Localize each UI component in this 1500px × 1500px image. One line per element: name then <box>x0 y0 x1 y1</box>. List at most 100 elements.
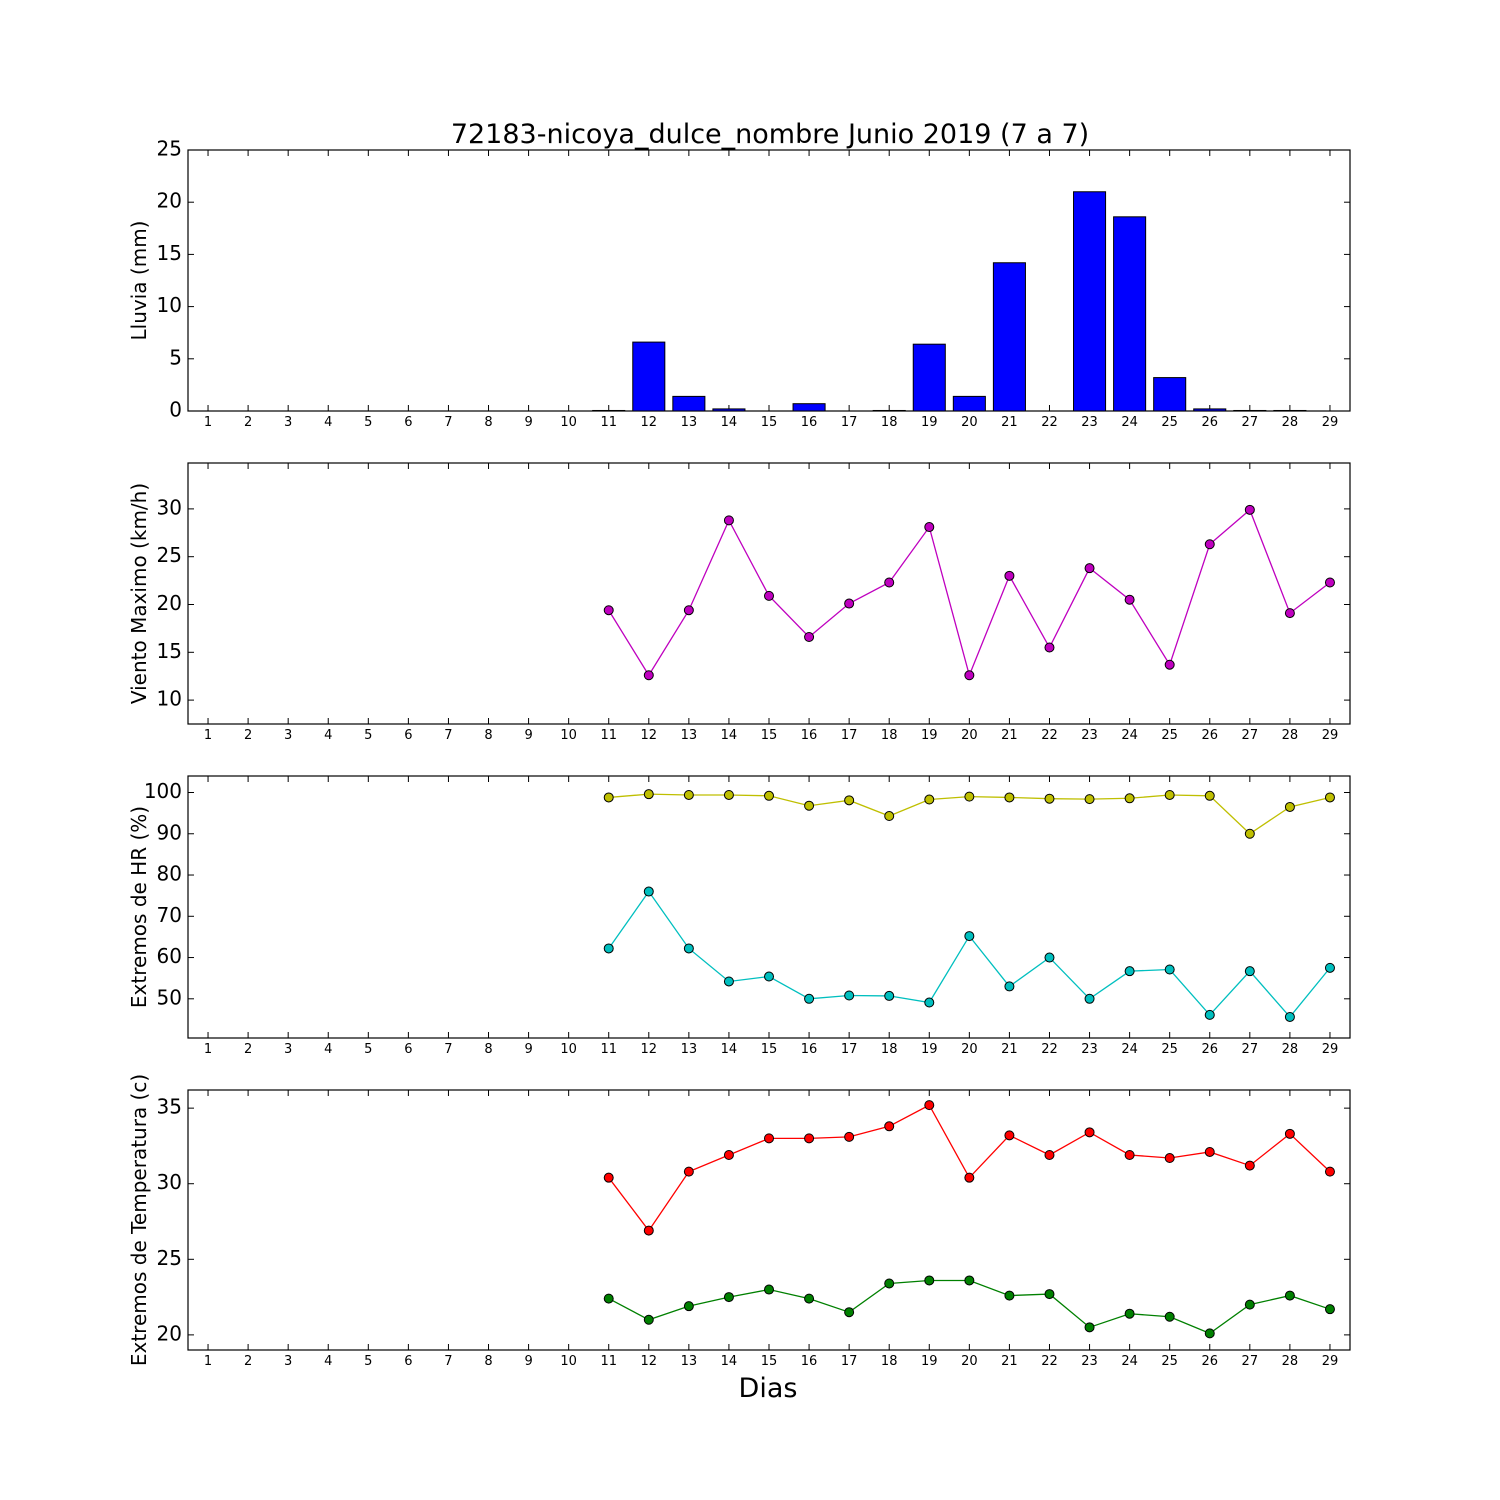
bar <box>1153 377 1187 412</box>
data-point <box>1244 828 1255 839</box>
y-axis-label: Lluvia (mm) <box>127 221 151 341</box>
data-point <box>1284 1290 1295 1301</box>
x-tick-label: 2 <box>244 415 252 430</box>
data-point <box>764 590 774 601</box>
y-tick-label: 25 <box>157 137 182 161</box>
x-tick-label: 25 <box>1161 1354 1178 1369</box>
x-tick-label: 3 <box>284 415 292 430</box>
data-point <box>1084 993 1095 1004</box>
chart-title: 72183-nicoya_dulce_nombre Junio 2019 (7 … <box>451 119 1089 150</box>
data-point <box>723 789 734 800</box>
x-tick-label: 23 <box>1081 1042 1098 1057</box>
series-line <box>608 890 1331 1018</box>
x-tick-label: 17 <box>841 728 858 743</box>
data-point <box>844 795 855 806</box>
data-point <box>1084 794 1095 805</box>
x-tick-label: 29 <box>1322 1042 1339 1057</box>
x-tick-label: 3 <box>284 1354 292 1369</box>
data-point <box>1004 570 1015 581</box>
y-tick-label: 35 <box>157 1095 182 1119</box>
x-tick-label: 18 <box>881 728 898 743</box>
y-tick-label: 0 <box>169 398 182 422</box>
data-point <box>1044 1150 1055 1160</box>
data-point <box>1324 1304 1335 1315</box>
y-tick-label: 80 <box>157 862 182 886</box>
y-tick-label: 10 <box>157 687 182 711</box>
x-tick-label: 11 <box>600 1354 617 1369</box>
x-tick-label: 29 <box>1322 728 1339 743</box>
x-tick-label: 19 <box>921 1354 938 1369</box>
x-tick-label: 19 <box>921 415 938 430</box>
data-point <box>603 605 614 616</box>
data-point <box>844 598 855 609</box>
data-point <box>884 1121 895 1132</box>
data-point <box>1084 563 1095 574</box>
x-tick-label: 29 <box>1322 415 1339 430</box>
bar <box>672 395 706 412</box>
data-point <box>1004 1130 1015 1141</box>
y-tick-label: 90 <box>157 820 182 844</box>
data-point <box>1204 1328 1215 1339</box>
data-point <box>683 1301 694 1312</box>
bar <box>912 343 946 412</box>
x-tick-label: 28 <box>1282 1354 1299 1369</box>
data-point <box>804 632 815 642</box>
data-point <box>683 605 694 616</box>
data-point <box>764 1133 774 1144</box>
y-tick-label: 30 <box>157 1170 182 1194</box>
x-tick-label: 9 <box>524 415 532 430</box>
data-point <box>1324 962 1335 973</box>
x-tick-label: 15 <box>761 415 778 430</box>
x-tick-label: 14 <box>721 415 738 430</box>
data-point <box>964 1275 975 1286</box>
x-tick-label: 20 <box>961 728 978 743</box>
x-tick-label: 12 <box>641 728 658 743</box>
data-point <box>643 886 654 897</box>
x-tick-label: 6 <box>404 728 412 743</box>
x-tick-label: 10 <box>560 728 577 743</box>
data-point <box>1244 1299 1255 1310</box>
x-tick-label: 7 <box>444 415 452 430</box>
x-tick-label: 4 <box>324 1354 332 1369</box>
x-tick-label: 17 <box>841 415 858 430</box>
data-point <box>924 1100 935 1111</box>
data-point <box>804 1293 815 1304</box>
data-point <box>1084 1322 1095 1333</box>
data-point <box>1204 539 1215 550</box>
series-line <box>608 1279 1331 1335</box>
data-point <box>1044 1289 1055 1300</box>
data-point <box>723 976 734 987</box>
data-point <box>1324 577 1335 588</box>
data-point <box>1124 793 1135 804</box>
y-tick-label: 25 <box>157 1246 182 1270</box>
data-point <box>723 515 734 526</box>
y-axis-label: Extremos de Temperatura (c) <box>127 1074 151 1366</box>
x-tick-label: 27 <box>1242 1042 1259 1057</box>
data-point <box>1284 1011 1295 1022</box>
x-tick-label: 27 <box>1242 415 1259 430</box>
x-tick-label: 7 <box>444 728 452 743</box>
data-point <box>603 1293 614 1304</box>
data-point <box>603 1172 614 1183</box>
x-tick-label: 10 <box>560 1354 577 1369</box>
bar <box>632 341 666 412</box>
data-point <box>884 811 895 822</box>
data-point <box>1044 642 1055 653</box>
x-tick-label: 13 <box>681 415 698 430</box>
x-tick-label: 13 <box>681 1042 698 1057</box>
data-point <box>1324 792 1335 803</box>
x-tick-label: 17 <box>841 1042 858 1057</box>
data-point <box>1044 793 1055 804</box>
x-tick-label: 9 <box>524 728 532 743</box>
x-tick-label: 24 <box>1121 728 1138 743</box>
y-tick-label: 15 <box>157 241 182 265</box>
x-tick-label: 21 <box>1001 1042 1018 1057</box>
data-point <box>1284 608 1295 619</box>
data-point <box>924 522 935 533</box>
data-point <box>643 670 654 681</box>
bar <box>952 395 986 412</box>
data-point <box>1004 792 1015 803</box>
x-tick-label: 20 <box>961 1354 978 1369</box>
